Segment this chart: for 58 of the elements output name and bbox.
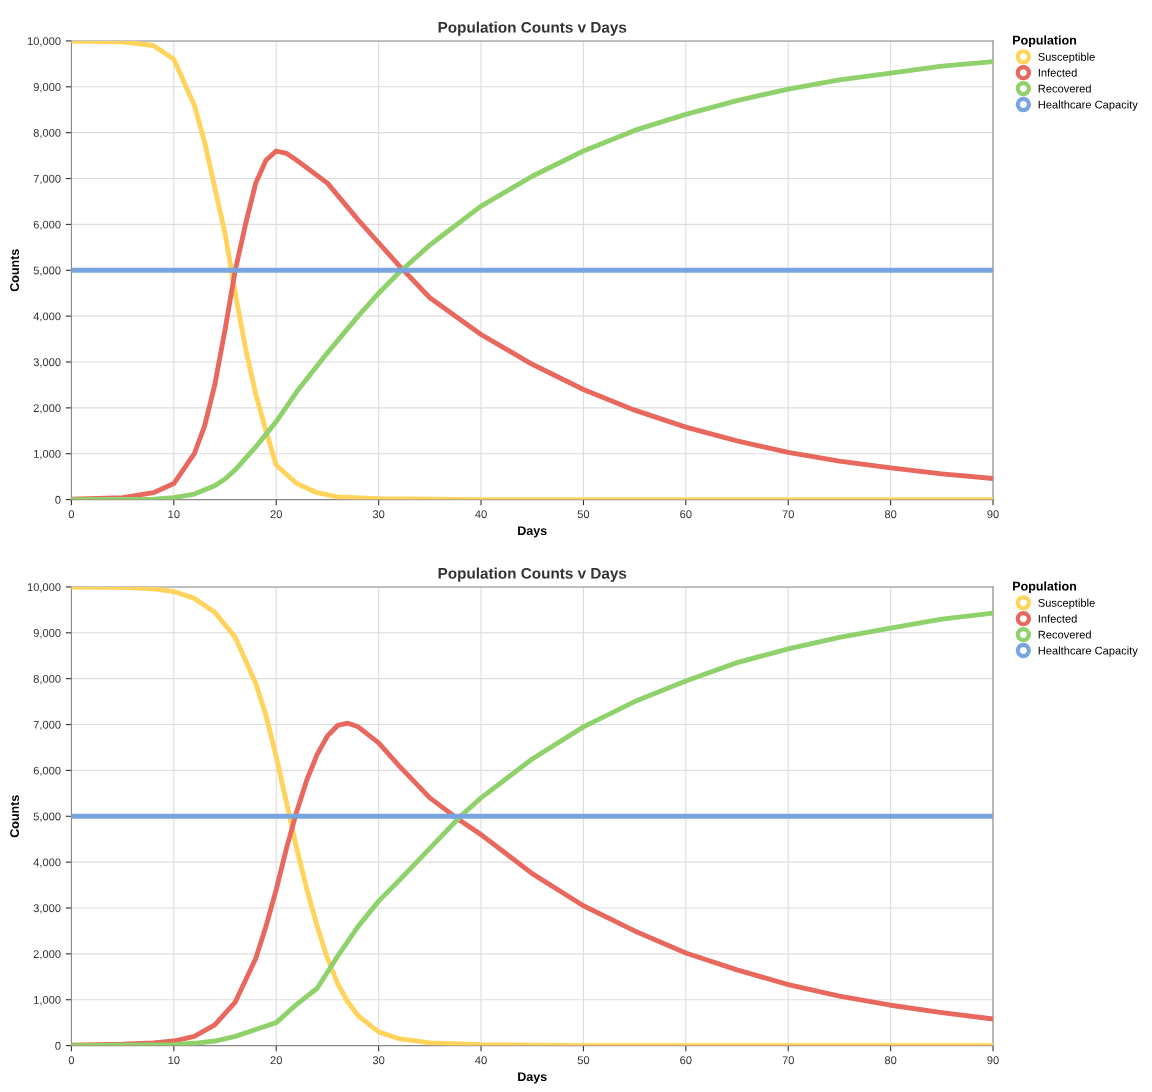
- y-tick-label: 10,000: [27, 37, 61, 47]
- x-tick-label: 80: [884, 1056, 897, 1065]
- x-tick-label: 10: [168, 1056, 180, 1065]
- x-tick-label: 50: [577, 1056, 590, 1065]
- y-tick-label: 4,000: [33, 312, 61, 322]
- legend-label: Recovered: [1038, 84, 1091, 93]
- y-tick-label: 5,000: [33, 266, 61, 276]
- y-tick-label: 2,000: [33, 404, 61, 414]
- chart-title: Population Counts v Days: [438, 21, 627, 36]
- y-tick-label: 9,000: [33, 629, 61, 639]
- y-axis-title: Counts: [10, 795, 19, 838]
- legend-title: Population: [1013, 581, 1077, 594]
- x-axis-title: Days: [518, 1072, 547, 1084]
- legend-label: Healthcare Capacity: [1038, 646, 1138, 657]
- legend-label: Susceptible: [1038, 52, 1095, 63]
- y-axis-title: Counts: [10, 249, 19, 292]
- chart-title: Population Counts v Days: [438, 567, 627, 582]
- legend-label: Recovered: [1038, 630, 1091, 639]
- x-axis-title: Days: [518, 526, 547, 538]
- y-tick-label: 0: [55, 1041, 61, 1050]
- x-tick-label: 90: [987, 510, 999, 519]
- y-tick-label: 1,000: [34, 995, 61, 1006]
- y-tick-label: 7,000: [33, 174, 61, 184]
- x-tick-label: 30: [372, 510, 385, 519]
- legend-label: Infected: [1038, 614, 1077, 623]
- x-tick-label: 20: [270, 1056, 282, 1065]
- x-tick-label: 60: [680, 1056, 692, 1065]
- x-tick-label: 80: [884, 510, 897, 519]
- y-tick-label: 6,000: [33, 766, 61, 776]
- y-tick-label: 2,000: [33, 950, 61, 960]
- legend-label: Susceptible: [1038, 598, 1095, 609]
- x-tick-label: 60: [680, 510, 692, 519]
- x-tick-label: 10: [168, 510, 180, 519]
- y-tick-label: 10,000: [27, 583, 61, 593]
- y-tick-label: 8,000: [33, 128, 61, 139]
- x-tick-label: 70: [782, 1056, 794, 1065]
- y-tick-label: 1,000: [34, 449, 61, 460]
- x-tick-label: 40: [475, 510, 487, 519]
- x-tick-label: 0: [68, 1056, 75, 1065]
- y-tick-label: 4,000: [33, 858, 61, 868]
- y-tick-label: 5,000: [33, 812, 61, 822]
- y-tick-label: 3,000: [33, 358, 61, 368]
- x-tick-label: 30: [372, 1056, 385, 1065]
- y-tick-label: 6,000: [33, 220, 61, 230]
- legend-label: Infected: [1038, 68, 1077, 77]
- y-tick-label: 0: [55, 495, 61, 504]
- x-tick-label: 20: [270, 510, 282, 519]
- x-tick-label: 50: [577, 510, 590, 519]
- x-tick-label: 0: [68, 510, 75, 519]
- legend-label: Healthcare Capacity: [1038, 100, 1138, 111]
- x-tick-label: 70: [782, 510, 794, 519]
- y-tick-label: 8,000: [33, 674, 61, 685]
- legend-title: Population: [1013, 35, 1077, 48]
- y-tick-label: 3,000: [33, 904, 61, 914]
- y-tick-label: 9,000: [33, 83, 61, 93]
- x-tick-label: 40: [475, 1056, 487, 1065]
- y-tick-label: 7,000: [33, 720, 61, 730]
- x-tick-label: 90: [987, 1056, 999, 1065]
